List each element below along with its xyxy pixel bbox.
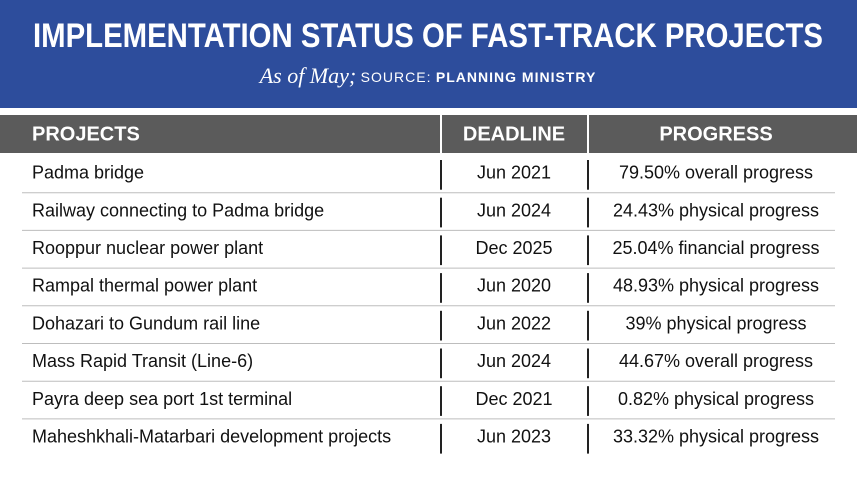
- deadline: Jun 2022: [477, 313, 551, 333]
- deadline: Jun 2021: [477, 163, 551, 183]
- title: IMPLEMENTATION STATUS OF FAST-TRACK PROJ…: [33, 17, 823, 55]
- deadline: Jun 2024: [477, 200, 551, 220]
- deadline: Jun 2020: [477, 276, 551, 296]
- column-header: DEADLINE: [463, 123, 565, 145]
- column-header: PROJECTS: [32, 123, 140, 145]
- subtitle: As of May;: [258, 63, 357, 88]
- deadline: Dec 2021: [475, 389, 552, 409]
- project-name: Rooppur nuclear power plant: [32, 238, 263, 258]
- project-name: Maheshkhali-Matarbari development projec…: [32, 427, 391, 447]
- source: PLANNING MINISTRY: [436, 69, 596, 85]
- deadline: Jun 2024: [477, 351, 551, 371]
- column-header: PROGRESS: [659, 123, 772, 145]
- source-label: SOURCE:: [361, 69, 432, 85]
- progress: 0.82% physical progress: [618, 389, 814, 409]
- progress: 48.93% physical progress: [613, 276, 819, 296]
- project-name: Rampal thermal power plant: [32, 276, 257, 296]
- project-name: Padma bridge: [32, 163, 144, 183]
- deadline: Dec 2025: [475, 238, 552, 258]
- table-header-band: [0, 115, 857, 153]
- progress: 25.04% financial progress: [612, 238, 819, 258]
- header-band: [0, 0, 857, 108]
- project-name: Mass Rapid Transit (Line-6): [32, 351, 253, 371]
- project-name: Payra deep sea port 1st terminal: [32, 389, 292, 409]
- progress: 24.43% physical progress: [613, 200, 819, 220]
- progress: 33.32% physical progress: [613, 427, 819, 447]
- deadline: Jun 2023: [477, 427, 551, 447]
- progress: 79.50% overall progress: [619, 163, 813, 183]
- project-name: Railway connecting to Padma bridge: [32, 200, 324, 220]
- project-name: Dohazari to Gundum rail line: [32, 313, 260, 333]
- subtitle-line: As of May; SOURCE: PLANNING MINISTRY: [258, 63, 597, 88]
- progress: 39% physical progress: [625, 313, 806, 333]
- progress: 44.67% overall progress: [619, 351, 813, 371]
